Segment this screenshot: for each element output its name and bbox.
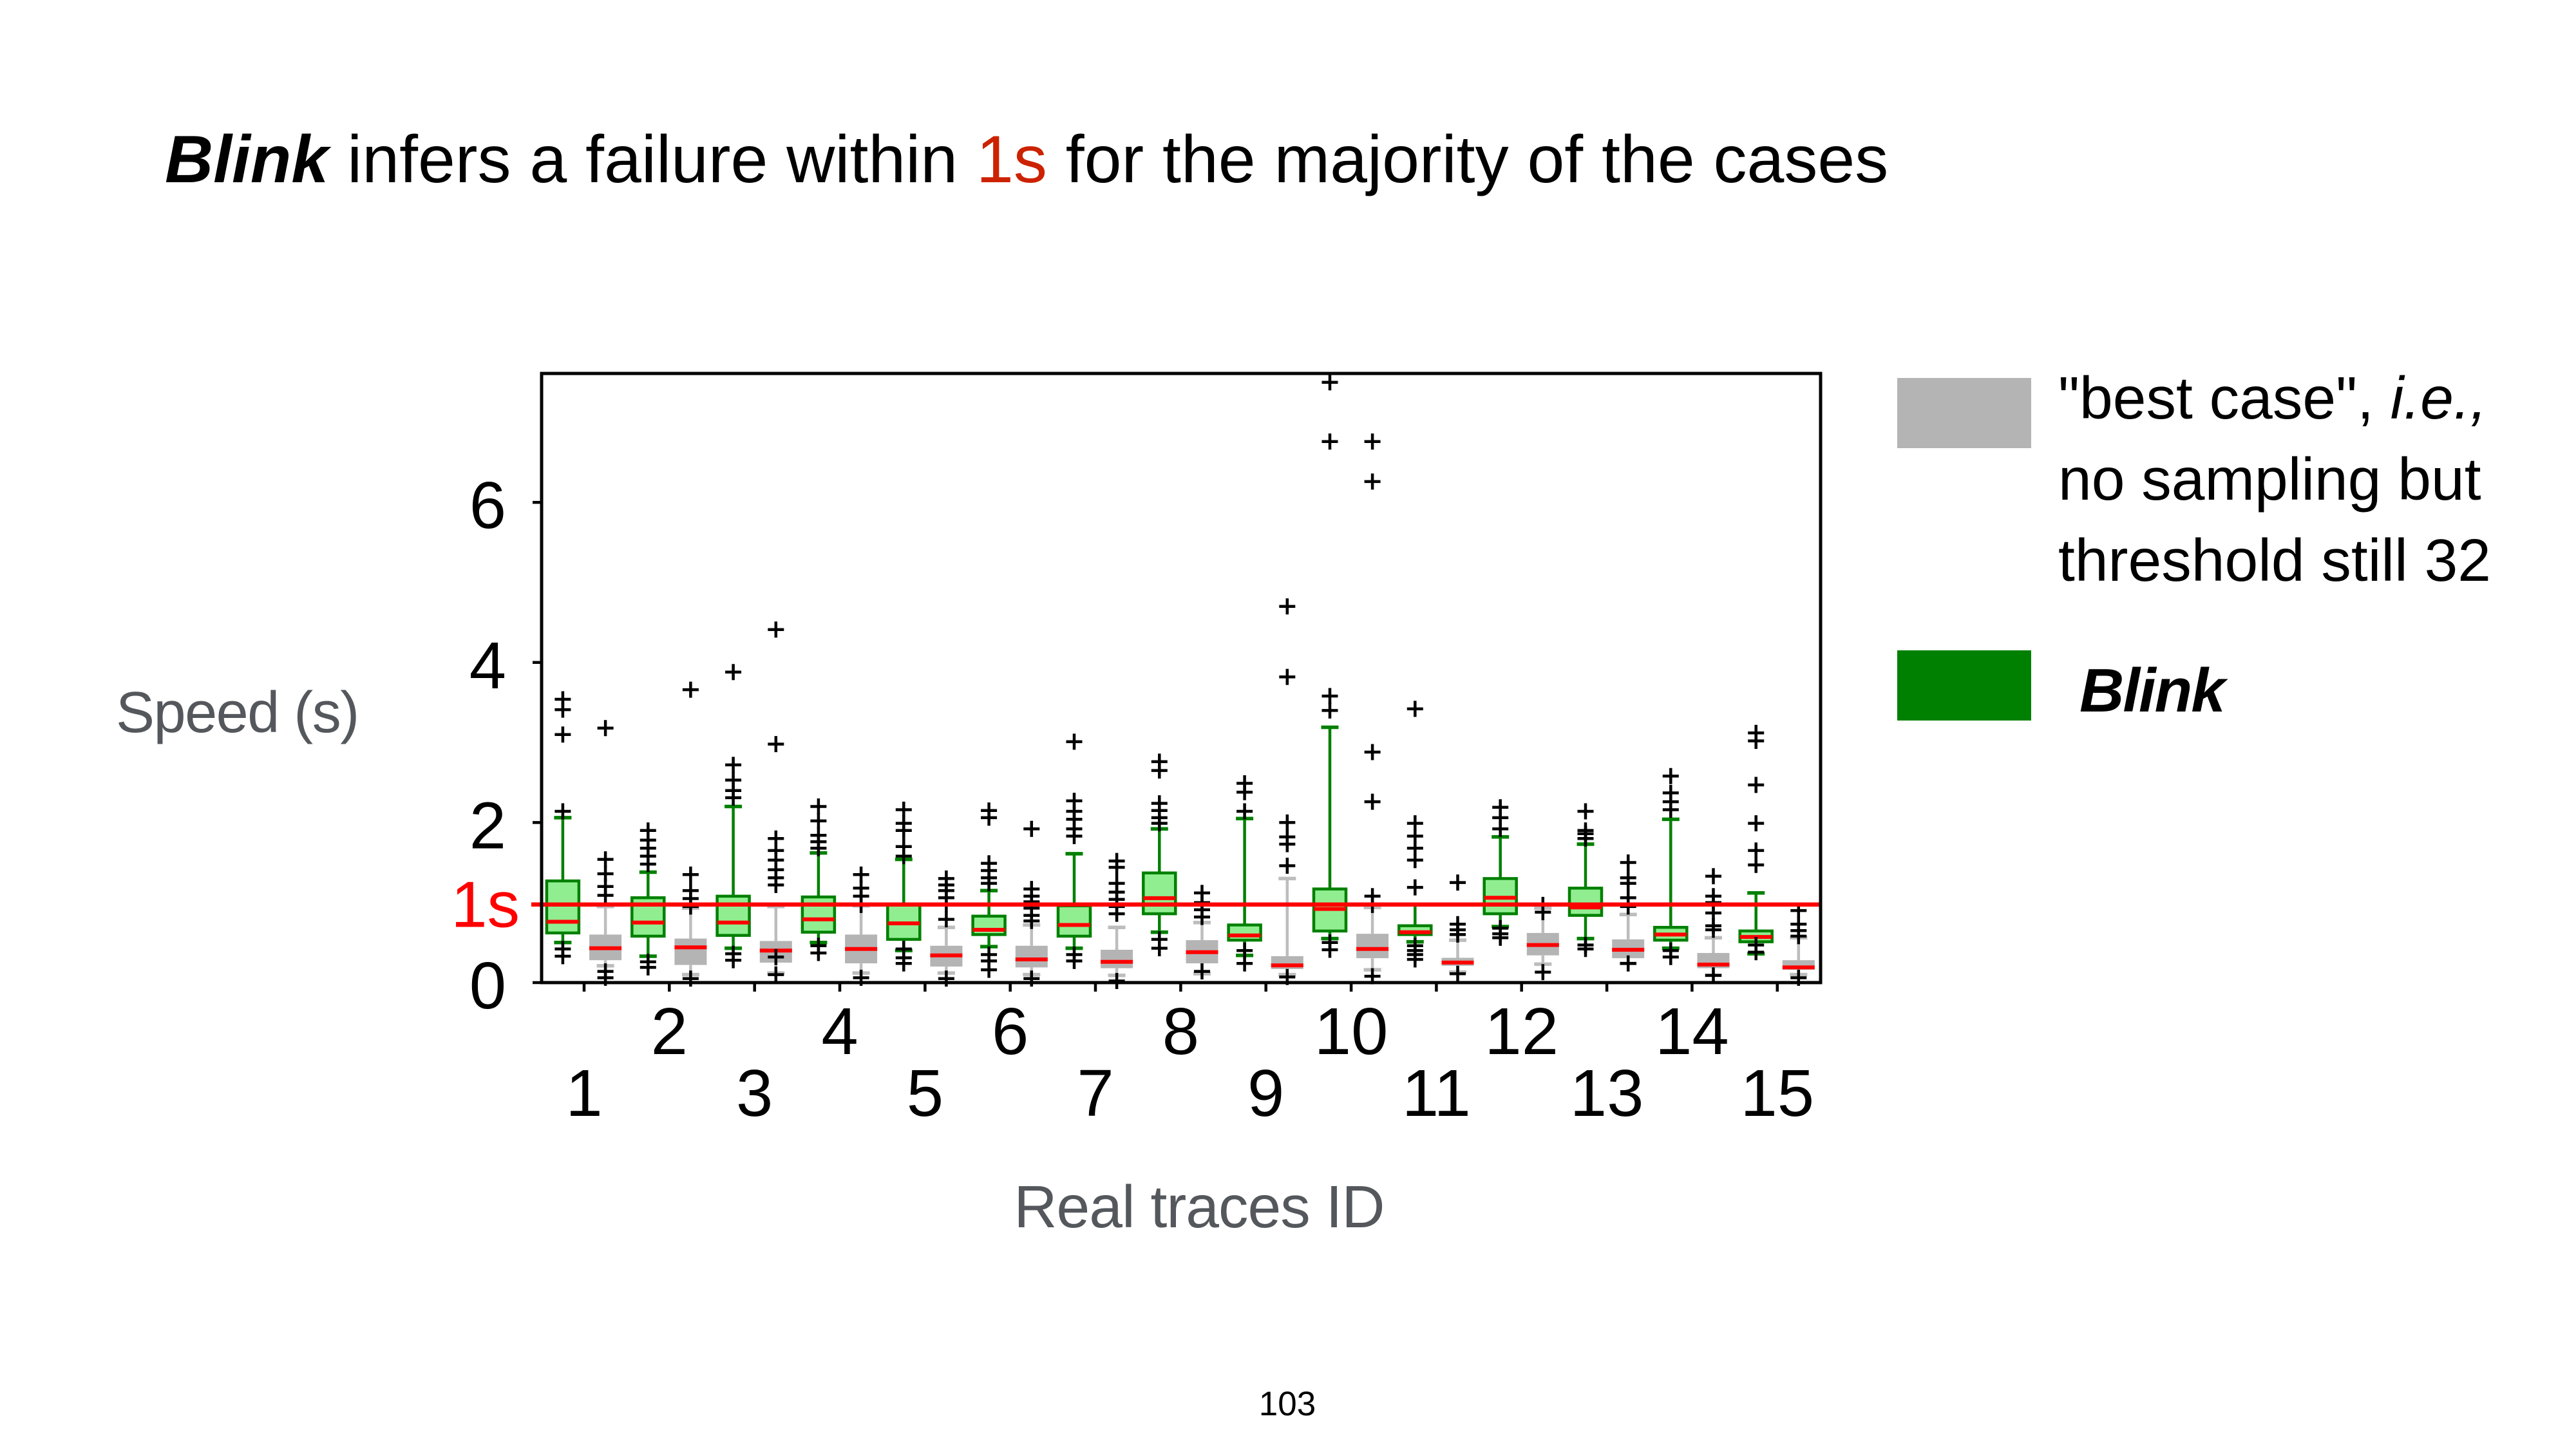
svg-text:1: 1 — [565, 1056, 602, 1130]
svg-text:13: 13 — [1570, 1056, 1644, 1130]
svg-text:3: 3 — [736, 1056, 773, 1130]
svg-text:6: 6 — [469, 468, 506, 542]
svg-text:10: 10 — [1314, 994, 1388, 1068]
svg-text:threshold still 32: threshold still 32 — [2058, 527, 2491, 594]
svg-text:14: 14 — [1655, 994, 1729, 1068]
svg-text:Blink: Blink — [2079, 656, 2228, 725]
svg-text:103: 103 — [1259, 1385, 1316, 1423]
svg-text:2: 2 — [469, 788, 506, 862]
svg-text:Real traces ID: Real traces ID — [1014, 1173, 1384, 1240]
svg-text:12: 12 — [1484, 994, 1558, 1068]
svg-text:no sampling but: no sampling but — [2058, 446, 2481, 513]
svg-text:7: 7 — [1077, 1056, 1113, 1130]
svg-text:2: 2 — [651, 994, 688, 1068]
svg-text:Blink infers a failure within: Blink infers a failure within 1s for the… — [165, 122, 1888, 197]
svg-text:"best case", i.e.,: "best case", i.e., — [2058, 364, 2487, 431]
svg-text:0: 0 — [469, 948, 506, 1023]
svg-text:1s: 1s — [451, 869, 520, 941]
svg-text:11: 11 — [1402, 1056, 1471, 1130]
svg-text:Speed (s): Speed (s) — [116, 681, 359, 745]
svg-text:9: 9 — [1247, 1056, 1284, 1130]
svg-text:5: 5 — [907, 1056, 943, 1130]
svg-text:6: 6 — [992, 994, 1028, 1068]
svg-text:8: 8 — [1162, 994, 1199, 1068]
svg-text:4: 4 — [469, 628, 506, 702]
svg-text:15: 15 — [1741, 1056, 1815, 1130]
svg-text:4: 4 — [821, 994, 858, 1068]
